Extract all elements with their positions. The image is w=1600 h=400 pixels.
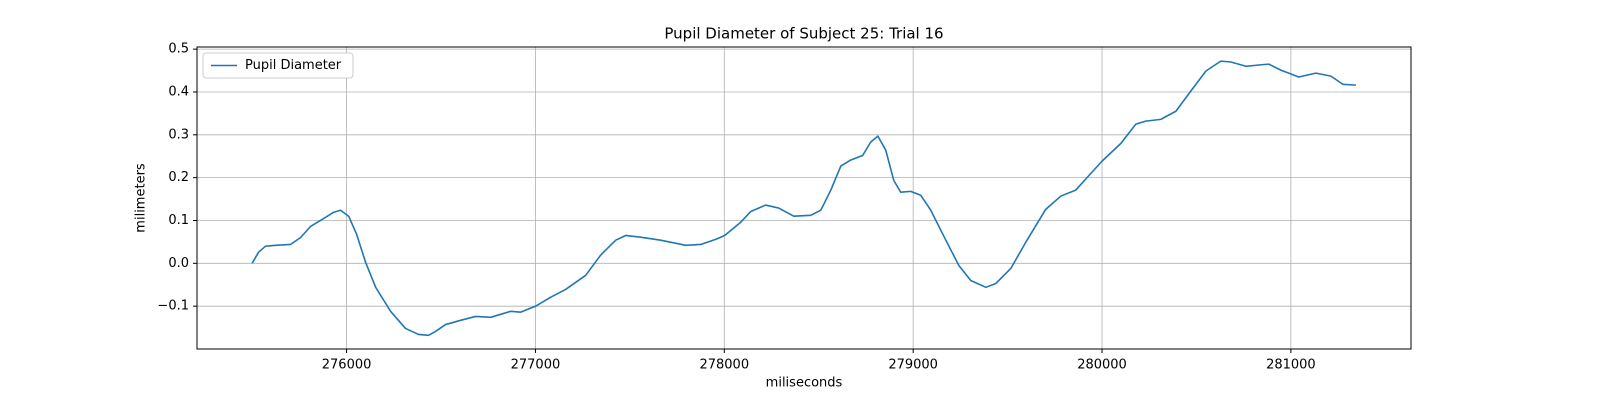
- legend-label: Pupil Diameter: [245, 58, 342, 73]
- y-tick-label: 0.0: [168, 256, 189, 271]
- x-axis-label: miliseconds: [766, 376, 843, 391]
- y-tick-label: −0.1: [157, 299, 189, 314]
- x-tick-label: 276000: [322, 358, 372, 373]
- x-tick-label: 280000: [1077, 358, 1127, 373]
- y-tick-label: 0.5: [168, 42, 189, 57]
- chart-title: Pupil Diameter of Subject 25: Trial 16: [664, 25, 943, 43]
- legend-box: [202, 52, 354, 79]
- legend: Pupil Diameter: [202, 52, 354, 79]
- data-line: [251, 60, 1356, 337]
- y-tick-label: 0.3: [168, 127, 189, 142]
- x-tick-label: 277000: [511, 358, 561, 373]
- y-tick-label: 0.1: [168, 213, 189, 228]
- y-axis-label: milimeters: [134, 163, 149, 233]
- x-tick-label: 278000: [699, 358, 749, 373]
- axes-frame: [196, 46, 1412, 350]
- x-tick-label: 281000: [1266, 358, 1316, 373]
- y-tick-label: 0.2: [168, 170, 189, 185]
- y-tick-label: 0.4: [168, 84, 189, 99]
- x-tick-label: 279000: [888, 358, 938, 373]
